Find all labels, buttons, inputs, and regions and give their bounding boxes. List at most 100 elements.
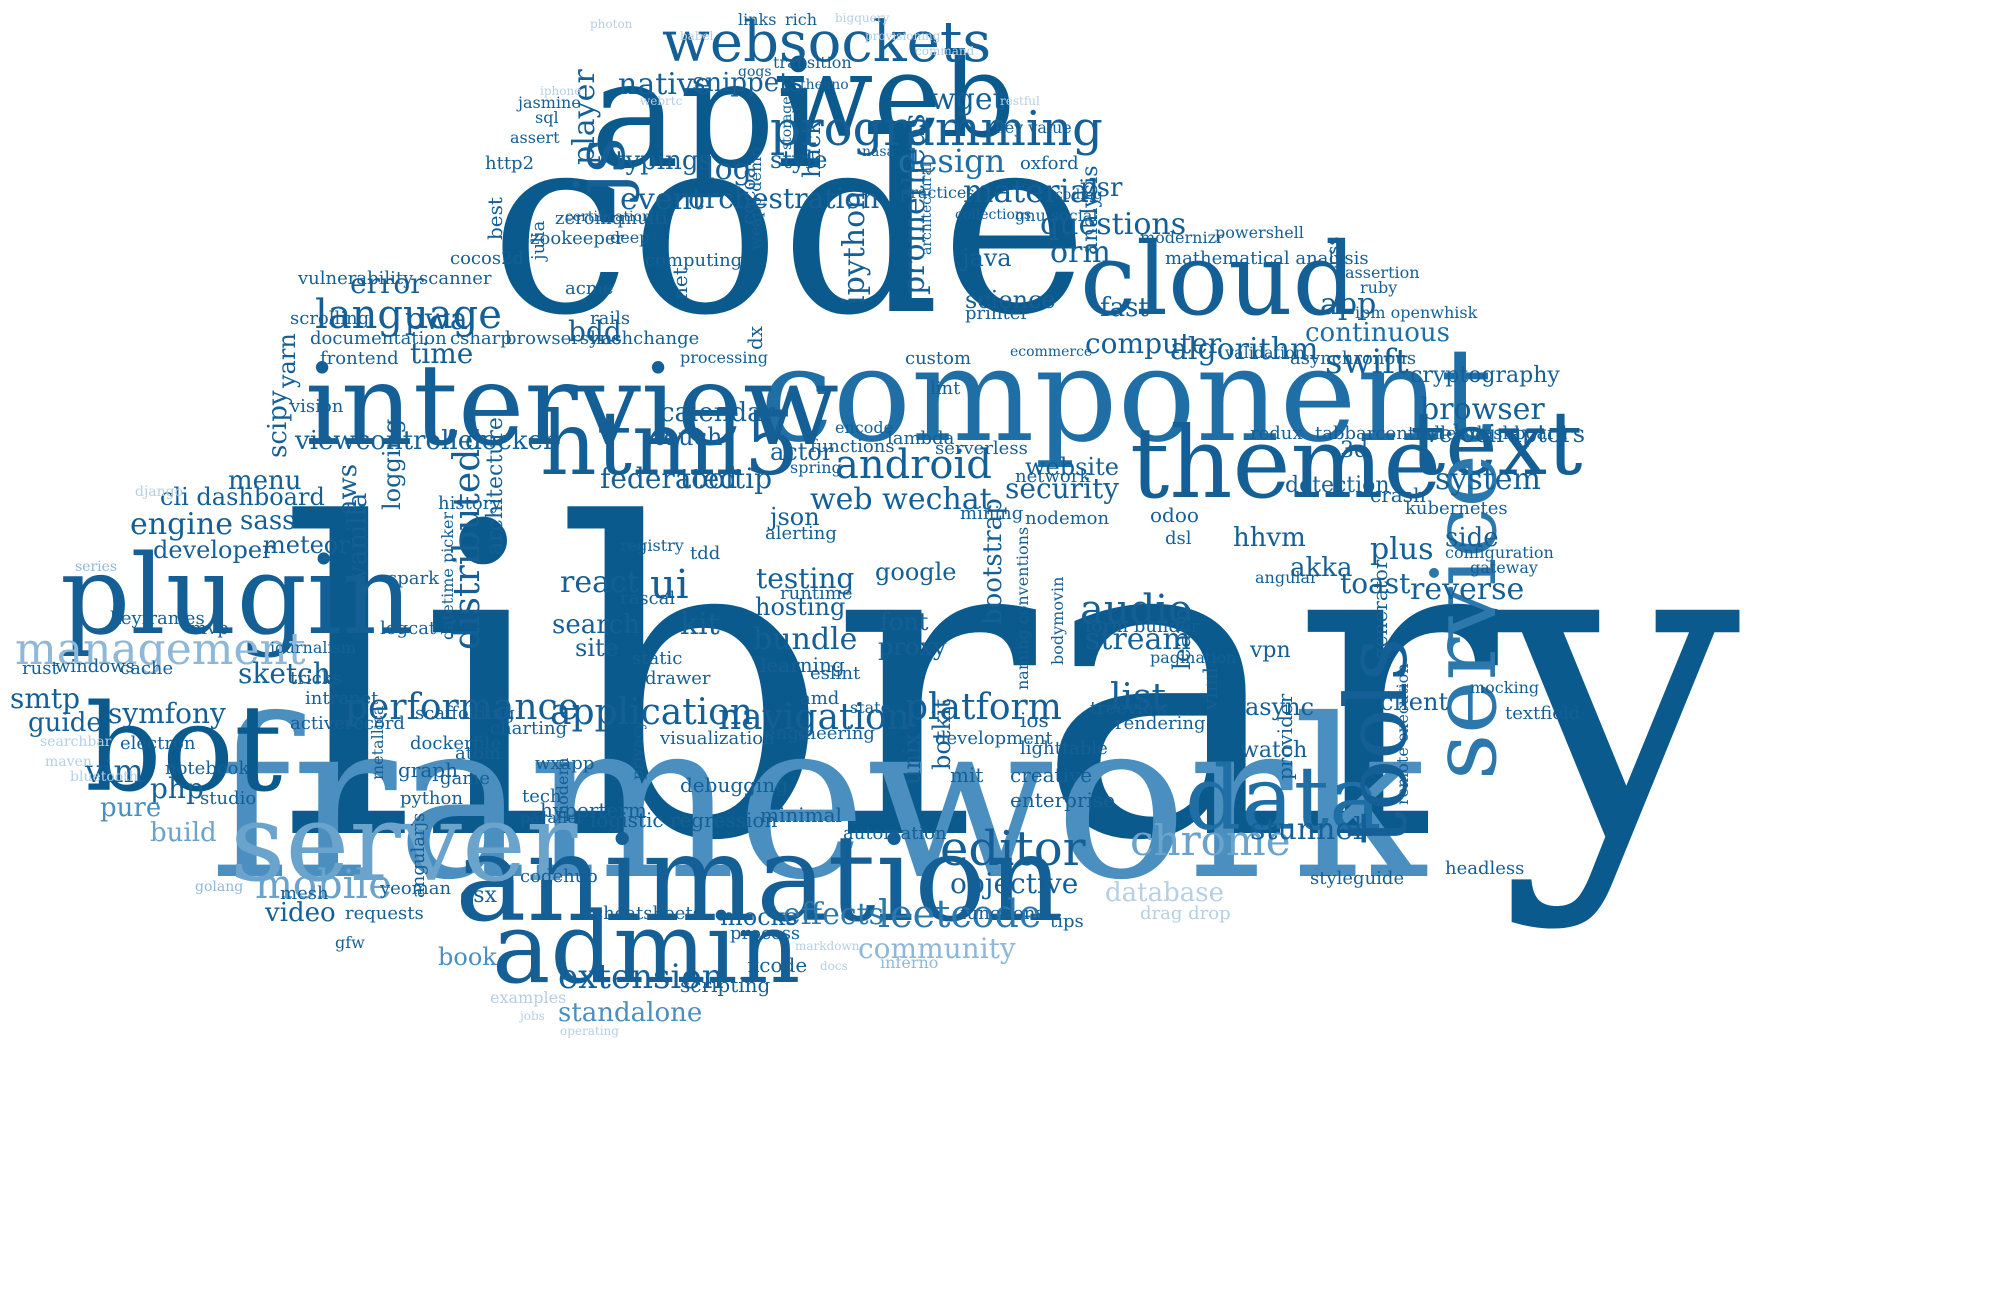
word-static: static xyxy=(632,648,683,669)
word-theano: theano xyxy=(800,77,849,93)
word-minimal: minimal xyxy=(760,803,842,827)
word-docker: docker xyxy=(465,426,556,456)
word-julia: julia xyxy=(528,220,549,260)
word-algorithm: algorithm xyxy=(1170,332,1319,367)
word-ruby: ruby xyxy=(1360,278,1398,297)
word-hyperterm: hyperterm xyxy=(540,798,647,822)
word-studio: studio xyxy=(200,788,257,809)
word-animation: animation xyxy=(455,810,1064,949)
word-requests: requests xyxy=(345,903,424,924)
word-platform: platform xyxy=(905,687,1062,728)
word-mesh: mesh xyxy=(280,883,329,904)
word-notebook: notebook xyxy=(165,758,250,779)
word-acme: acme xyxy=(565,278,614,299)
word-viml: viml xyxy=(1198,666,1222,710)
word-rails: rails xyxy=(590,308,631,329)
word-datetime-picker: datetime picker xyxy=(438,511,457,640)
word-deep: deep xyxy=(610,228,650,247)
word-react: react xyxy=(560,565,639,600)
word-best: best xyxy=(483,197,507,240)
word-collections: collections xyxy=(955,207,1032,223)
word-hosting: hosting xyxy=(755,593,846,621)
word-custom: custom xyxy=(905,348,972,369)
word-docs: docs xyxy=(820,959,848,973)
word-mocks: mocks xyxy=(720,903,798,931)
word-testing: testing xyxy=(756,562,855,595)
word-client: client xyxy=(1380,688,1449,716)
word-navigation: navigation xyxy=(718,697,910,738)
word-code: code xyxy=(490,79,1089,370)
word-programming: programming xyxy=(770,101,1103,157)
word-plugin: plugin xyxy=(60,531,413,659)
word-serverless: serverless xyxy=(935,438,1028,459)
word-orchestration: orchestration xyxy=(688,182,880,215)
word-game: game xyxy=(440,768,490,789)
word-vision: vision xyxy=(290,396,344,417)
word-inferno: inferno xyxy=(880,953,939,972)
word-web-wechat: web wechat xyxy=(810,482,992,517)
word-mining: mining xyxy=(960,503,1024,524)
word-vpn: vpn xyxy=(1250,638,1291,663)
word-toast: toast xyxy=(1340,567,1411,600)
word-hashchange: hashchange xyxy=(590,328,700,349)
word-vim: vim xyxy=(85,752,144,790)
word-interview: interview xyxy=(305,341,840,471)
word-dockerfile: dockerfile xyxy=(410,733,502,754)
word-debugging: debugging xyxy=(680,773,789,797)
word-tooltip: tooltip xyxy=(680,462,773,495)
word-ui: ui xyxy=(650,562,689,608)
word-smtp: smtp xyxy=(10,682,81,715)
word-proxy: proxy xyxy=(878,633,947,661)
word-configuration: configuration xyxy=(1445,543,1554,562)
word-gogs: gogs xyxy=(738,64,772,80)
word-treeview: treeview xyxy=(1090,698,1170,719)
word-site: site xyxy=(575,634,619,662)
word-http2: http2 xyxy=(485,153,535,174)
word-engine: engine xyxy=(130,507,233,542)
word-alerting: alerting xyxy=(765,523,837,544)
word-sass: sass xyxy=(240,506,296,536)
word-intranet: intranet xyxy=(305,688,379,709)
word-objective: objective xyxy=(950,867,1079,900)
word-management: management xyxy=(15,624,306,675)
word-yeoman: yeoman xyxy=(380,878,452,899)
word-java: java xyxy=(962,244,1012,272)
word-electron: electron xyxy=(120,733,196,754)
word-web: web xyxy=(775,30,1016,164)
word-sql: sql xyxy=(535,108,559,127)
word-psr: psr xyxy=(1080,173,1123,203)
word-meteor: meteor xyxy=(263,531,350,559)
word-vulnerability-scanner: vulnerability scanner xyxy=(298,268,492,289)
word-dsl: dsl xyxy=(1165,528,1192,549)
word-iphone: iphone xyxy=(540,84,582,98)
word-learning: learning xyxy=(760,653,845,677)
word-gateway: gateway xyxy=(1470,558,1538,577)
word-video: video xyxy=(265,898,336,928)
word-modernizr: modernizr xyxy=(1140,228,1224,247)
word-bodymovin: bodymovin xyxy=(1048,576,1067,665)
word-xcode: xcode xyxy=(748,953,808,977)
word-wget: wget xyxy=(930,82,1005,117)
word-practices: practices xyxy=(900,183,975,202)
word-text: text xyxy=(1410,392,1583,495)
word-calendar: calendar xyxy=(660,398,776,428)
word-android: android xyxy=(835,442,992,488)
word-library: library xyxy=(280,435,1741,935)
word-functions: functions xyxy=(810,436,895,457)
word-rascal: rascal xyxy=(620,588,676,609)
word-tabbarcontroller-dashboard: tabbarcontroller dashboard xyxy=(1315,423,1568,444)
word-pwa: pwa xyxy=(405,302,468,337)
word-google: google xyxy=(875,558,957,586)
word-amd: amd xyxy=(800,688,840,709)
word-tech: tech xyxy=(522,786,562,807)
word-json: json xyxy=(770,503,820,531)
word-dx: dx xyxy=(743,325,767,350)
word-swift: swift xyxy=(1325,342,1409,382)
word-velociraptors: velociraptors xyxy=(1425,420,1586,448)
word-lint: lint xyxy=(930,378,961,399)
word-privacy: privacy xyxy=(628,720,647,780)
word-menu: menu xyxy=(228,466,302,496)
word-error: error xyxy=(350,267,424,300)
word-architecture: architecture xyxy=(483,417,508,555)
